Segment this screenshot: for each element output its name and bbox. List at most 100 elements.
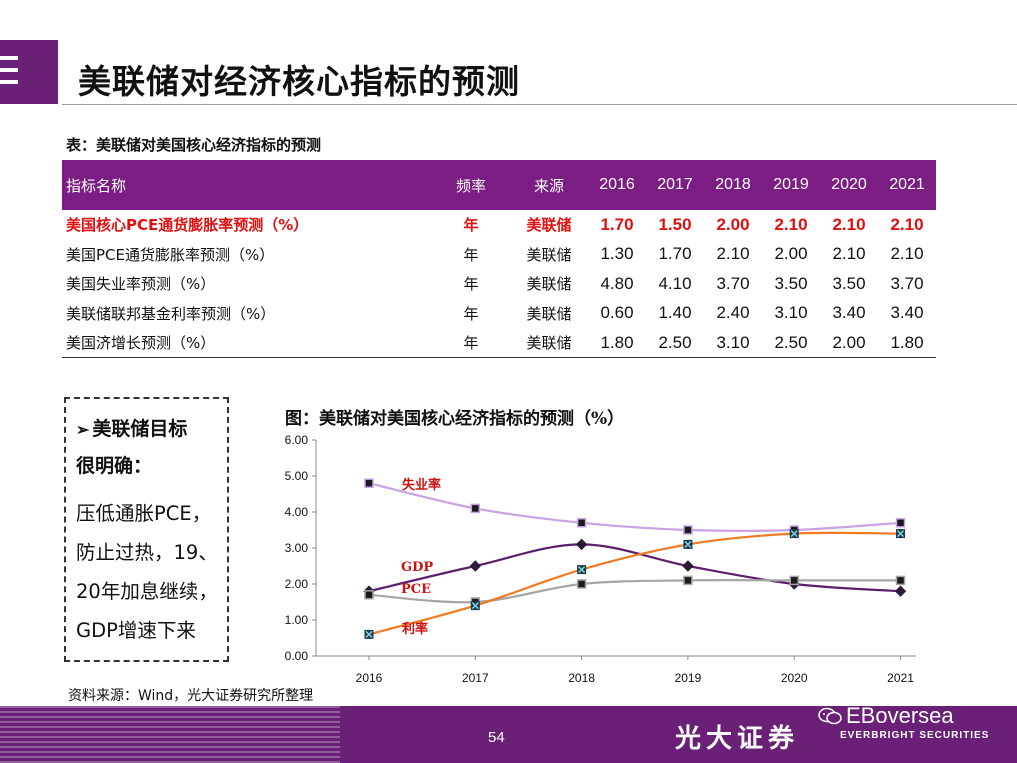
- data-point-cross-rate: [897, 530, 905, 538]
- value-cell: 2.50: [774, 332, 808, 352]
- indicator-name-cell: 美国核心PCE通货膨胀率预测（%）: [66, 216, 309, 235]
- data-point-cross-rate: [684, 540, 692, 548]
- y-tick-label: 3.00: [285, 541, 309, 555]
- arrow-bullet-icon: ➢: [76, 420, 90, 439]
- header-2016: 2016: [599, 176, 635, 193]
- wechat-watermark: EBoversea: [818, 703, 954, 729]
- value-cell: 2.10: [774, 214, 808, 234]
- value-cell: 3.10: [716, 332, 750, 352]
- value-cell: 2.10: [716, 244, 750, 264]
- data-point-gdp: [682, 560, 694, 572]
- header-2017: 2017: [657, 176, 693, 193]
- table-row: 美国PCE通货膨胀率预测（%） 年 美联储 1.30 1.70 2.10 2.00 2.10 2…: [62, 240, 936, 270]
- title-divider: [62, 104, 1017, 105]
- x-tick-label: 2021: [887, 671, 914, 685]
- value-cell: 3.50: [832, 273, 866, 293]
- value-cell: 0.60: [600, 303, 634, 323]
- key-takeaway-box: ➢ 美联储目标 很明确： 压低通胀PCE， 防止过热，19、 20年加息继续， G…: [64, 397, 229, 662]
- value-cell: 3.40: [890, 303, 924, 323]
- brand-name-en: EVERBRIGHT SECURITIES: [840, 730, 990, 741]
- value-cell: 2.10: [890, 244, 924, 264]
- value-cell: 1.80: [890, 332, 924, 352]
- series-label-rate: 利率: [402, 621, 428, 637]
- data-point-unemployment: [683, 525, 693, 535]
- series-label-unemployment: 失业率: [402, 477, 441, 493]
- value-cell: 2.00: [774, 244, 808, 264]
- y-tick-label: 0.00: [285, 649, 309, 663]
- note-heading: ➢ 美联储目标: [76, 411, 219, 448]
- footer-hatch-pattern: [0, 706, 340, 763]
- data-point-cross-rate: [578, 566, 586, 574]
- brand-logo-mark: [0, 40, 58, 104]
- series-line-rate: [368, 531, 901, 636]
- chart-title: 图：美联储对美国核心经济指标的预测（%）: [285, 409, 625, 429]
- table-caption: 表：美联储对美国核心经济指标的预测: [66, 136, 322, 154]
- value-cell: 1.40: [658, 303, 692, 323]
- data-point-pce: [576, 579, 587, 589]
- indicator-name-cell: 美国PCE通货膨胀率预测（%）: [66, 245, 275, 264]
- data-point-unemployment: [576, 518, 587, 528]
- value-cell: 2.10: [832, 214, 866, 234]
- watermark-text: EBoversea: [846, 703, 954, 728]
- value-cell: 1.80: [600, 332, 634, 352]
- data-point-pce: [789, 575, 799, 586]
- slide-title: 美联储对经济核心指标的预测: [78, 62, 520, 101]
- y-tick-label: 1.00: [285, 613, 309, 627]
- forecast-line-chart: 0.00 1.00 2.00 3.00 4.00 5.00 6.00 2016 2017 2018…: [285, 433, 916, 685]
- header-2019: 2019: [773, 176, 809, 193]
- note-line: 防止过热，19、: [76, 541, 218, 564]
- data-point-pce: [895, 575, 906, 586]
- footer-band: [0, 706, 1017, 763]
- table-row: 美国失业率预测（%） 年 美联储 4.80 4.10 3.70 3.50 3.50 3.70: [62, 269, 936, 299]
- series-line-unemployment: [368, 482, 901, 532]
- x-tick-label: 2019: [675, 671, 702, 685]
- frequency-cell: 年: [463, 334, 479, 352]
- x-tick-label: 2016: [356, 671, 383, 685]
- value-cell: 2.50: [658, 332, 692, 352]
- value-cell: 3.10: [774, 303, 808, 323]
- note-line: 压低通胀PCE，: [76, 502, 212, 525]
- y-tick-label: 2.00: [285, 577, 309, 591]
- series-line-pce: [368, 579, 901, 604]
- value-cell: 4.10: [658, 273, 692, 293]
- page-number: 54: [488, 729, 505, 746]
- header-2021: 2021: [889, 176, 925, 193]
- note-heading-line1: 美联储目标: [92, 418, 188, 440]
- value-cell: 1.50: [658, 214, 692, 234]
- data-point-cross-rate: [471, 602, 479, 610]
- source-cell: 美联储: [526, 334, 572, 352]
- data-point-pce: [683, 575, 693, 586]
- value-cell: 2.00: [832, 332, 866, 352]
- data-point-gdp: [894, 585, 907, 597]
- indicator-name-cell: 美国失业率预测（%）: [66, 275, 216, 294]
- value-cell: 1.70: [658, 244, 692, 264]
- data-point-gdp: [469, 560, 482, 572]
- y-tick-label: 4.00: [285, 505, 309, 519]
- header-2018: 2018: [715, 176, 751, 193]
- source-cell: 美联储: [526, 216, 572, 235]
- series-label-pce: PCE: [401, 582, 431, 597]
- forecast-table: 指标名称 频率 来源 2016 2017 2018 2019 2020 2021…: [62, 160, 936, 358]
- source-cell: 美联储: [526, 245, 572, 264]
- value-cell: 1.30: [600, 244, 634, 264]
- value-cell: 2.00: [716, 214, 750, 234]
- table-row: 美国核心PCE通货膨胀率预测（%） 年 美联储 1.70 1.50 2.00 2.10 2.1…: [62, 210, 936, 240]
- table-body: 美国核心PCE通货膨胀率预测（%）年美联储 1.70 1.50 2.00 2.10 2.1…: [62, 210, 936, 358]
- table-row: 美联储联邦基金利率预测（%） 年 美联储 0.60 1.40 2.40 3.10 3.40 3.…: [62, 299, 936, 329]
- data-point-pce: [364, 590, 374, 600]
- value-cell: 2.10: [890, 214, 924, 234]
- value-cell: 3.70: [890, 273, 924, 293]
- frequency-cell: 年: [463, 216, 479, 235]
- x-tick-label: 2020: [781, 671, 808, 685]
- source-note: 资料来源：Wind，光大证券研究所整理: [68, 688, 314, 704]
- header-indicator-name: 指标名称: [66, 176, 127, 195]
- frequency-cell: 年: [463, 275, 479, 294]
- frequency-cell: 年: [463, 304, 479, 323]
- y-tick-label: 5.00: [285, 469, 309, 483]
- header-2020: 2020: [831, 176, 867, 193]
- note-line: GDP增速下来: [76, 619, 196, 642]
- note-body: 压低通胀PCE， 防止过热，19、 20年加息继续， GDP增速下来: [76, 494, 219, 650]
- value-cell: 2.10: [832, 244, 866, 264]
- data-point-cross-rate: [365, 630, 373, 638]
- value-cell: 4.80: [600, 273, 634, 293]
